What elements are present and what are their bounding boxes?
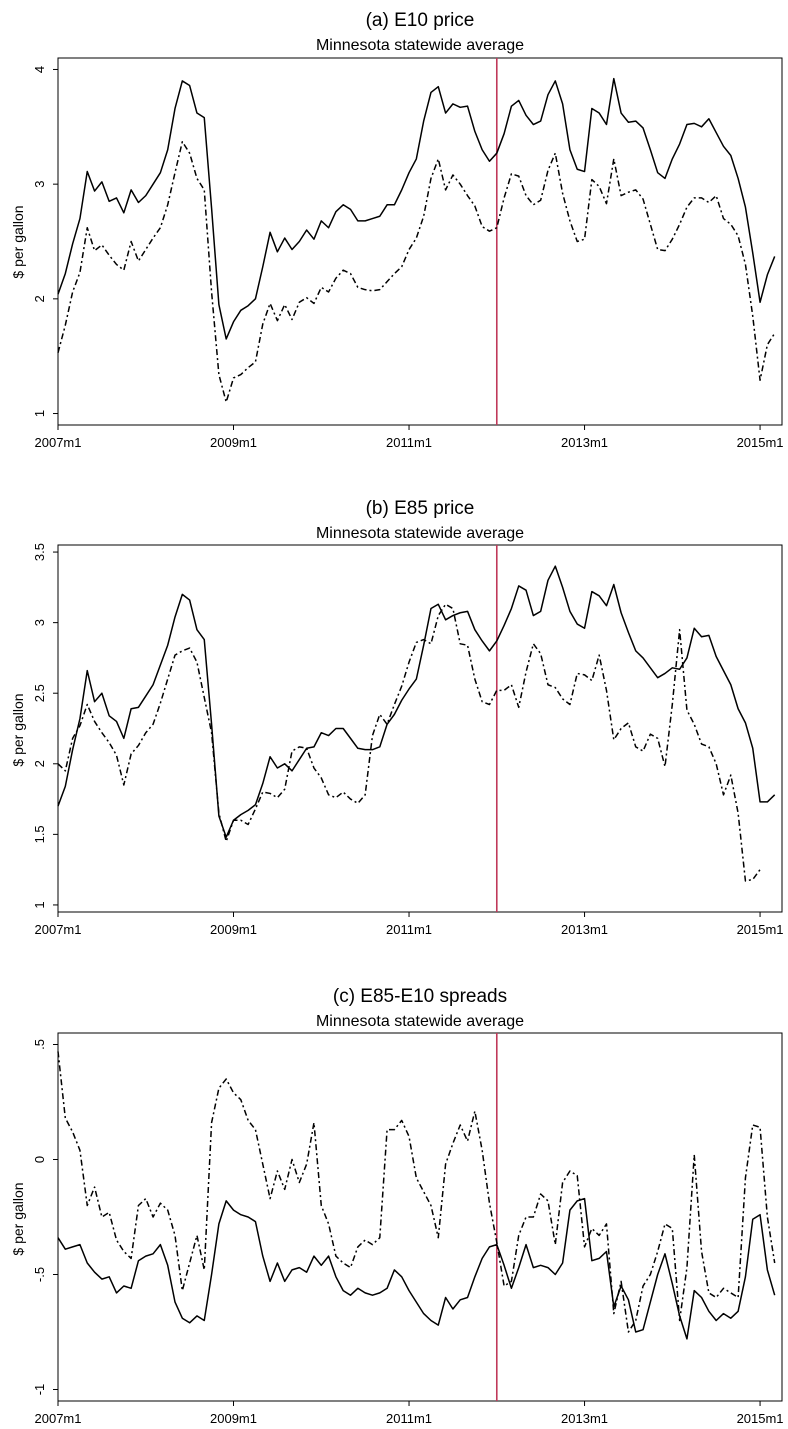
y-tick-label: 1 [32, 410, 47, 417]
panel-a-subtitle: Minnesota statewide average [316, 37, 524, 54]
series-line-dashed [57, 140, 776, 403]
x-tick-label: 2013m1 [561, 922, 608, 937]
panel-c-plot: -1 -.5 0 .5 2007m1 2009m1 2011m1 2013m1 2015m1 [32, 1032, 784, 1426]
x-tick-label: 2007m1 [35, 435, 82, 450]
panel-c-ylabel: $ per gallon [10, 1182, 26, 1255]
y-tick-label: 1.5 [32, 825, 47, 843]
series-line-solid [57, 1197, 776, 1340]
y-tick-label: .5 [32, 1039, 47, 1050]
x-tick-label: 2015m1 [737, 1411, 784, 1426]
y-tick-label: 0 [32, 1156, 47, 1163]
y-tick-label: 4 [32, 66, 47, 73]
panel-b: (b) E85 price Minnesota statewide averag… [10, 498, 784, 937]
y-tick-label: 3.5 [32, 543, 47, 561]
series-line-solid [57, 77, 776, 340]
panel-c-subtitle: Minnesota statewide average [316, 1013, 524, 1030]
panel-b-subtitle: Minnesota statewide average [316, 525, 524, 542]
y-tick-label: 3 [32, 181, 47, 188]
plot-frame [57, 57, 783, 426]
series-line-dashed [57, 1051, 776, 1333]
panel-a: (a) E10 price Minnesota statewide averag… [10, 10, 784, 450]
x-tick-label: 2013m1 [561, 435, 608, 450]
plot-frame [57, 1032, 783, 1402]
panel-a-ylabel: $ per gallon [10, 205, 26, 278]
x-tick-label: 2015m1 [737, 922, 784, 937]
x-tick-label: 2007m1 [35, 1411, 82, 1426]
y-tick-label: -1 [32, 1384, 47, 1396]
x-tick-label: 2009m1 [210, 922, 257, 937]
x-tick-label: 2009m1 [210, 435, 257, 450]
y-tick-label: 2 [32, 295, 47, 302]
y-tick-label: 2 [32, 760, 47, 767]
x-tick-label: 2007m1 [35, 922, 82, 937]
y-tick-label: 1 [32, 901, 47, 908]
y-tick-label: -.5 [32, 1267, 47, 1282]
panel-a-title: (a) E10 price [366, 10, 475, 31]
x-tick-label: 2015m1 [737, 435, 784, 450]
panel-c-title: (c) E85-E10 spreads [333, 986, 507, 1007]
x-tick-label: 2009m1 [210, 1411, 257, 1426]
panel-b-ylabel: $ per gallon [10, 693, 26, 766]
x-tick-label: 2011m1 [386, 1411, 432, 1426]
panel-c: (c) E85-E10 spreads Minnesota statewide … [10, 986, 784, 1426]
panel-b-plot: 1 1.5 2 2.5 3 3.5 2007m1 2009m1 2011m1 2013m1 2015… [32, 543, 784, 937]
x-tick-label: 2011m1 [386, 435, 432, 450]
y-tick-label: 3 [32, 619, 47, 626]
series-line-dashed [57, 603, 761, 882]
x-tick-label: 2013m1 [561, 1411, 608, 1426]
y-tick-label: 2.5 [32, 684, 47, 702]
panel-a-plot: 1 2 3 4 2007m1 2009m1 2011m1 2013m1 2015m1 [32, 57, 784, 450]
series-line-solid [57, 565, 776, 838]
panel-b-title: (b) E85 price [366, 498, 475, 519]
plot-frame [57, 544, 783, 913]
x-tick-label: 2011m1 [386, 922, 432, 937]
